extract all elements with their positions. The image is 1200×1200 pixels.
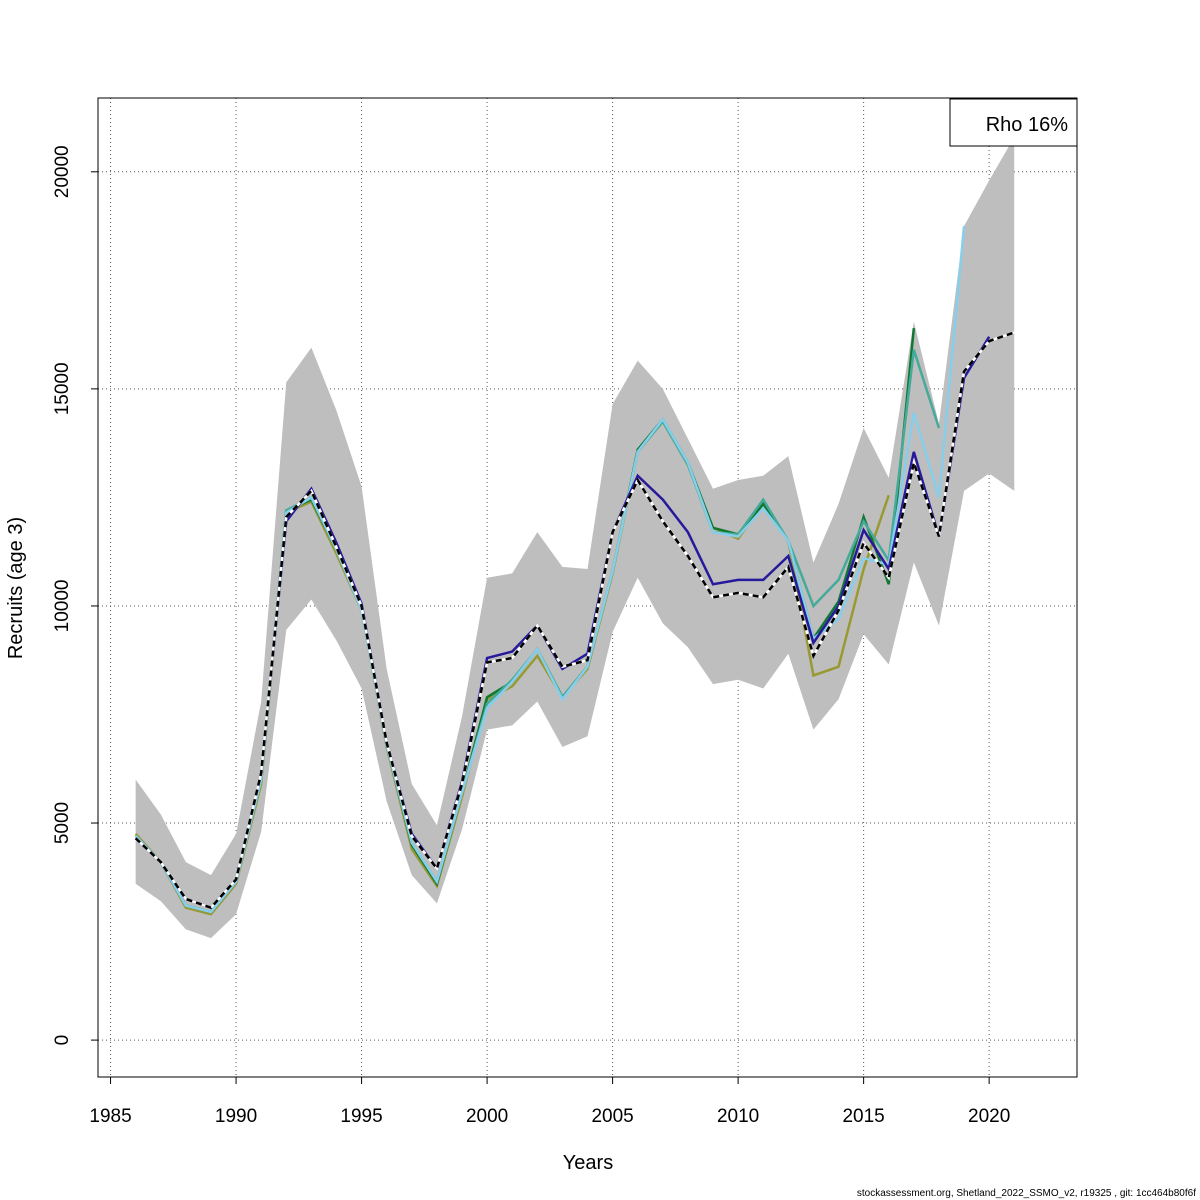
- legend-rho-label: Rho 16%: [986, 114, 1068, 136]
- footer-source: stockassessment.org, Shetland_2022_SSMO_…: [857, 1188, 1196, 1199]
- x-tick-label: 2005: [591, 1106, 633, 1127]
- x-tick-label: 2020: [968, 1106, 1010, 1127]
- x-tick-label: 1995: [340, 1106, 382, 1127]
- x-tick-label: 2000: [466, 1106, 508, 1127]
- y-tick-label: 15000: [52, 362, 73, 415]
- y-tick-label: 20000: [52, 145, 73, 198]
- x-axis: 1985 1990 1995 2000 2005 2010 2015 2020: [89, 1076, 1010, 1127]
- x-tick-label: 1990: [215, 1106, 257, 1127]
- legend: Rho 16%: [949, 98, 1078, 147]
- series-layer: [134, 225, 1015, 916]
- legend-box: [949, 98, 1078, 147]
- y-axis-title: Recruits (age 3): [5, 517, 27, 659]
- x-tick-label: 1985: [89, 1106, 131, 1127]
- confidence-band: [135, 137, 1015, 939]
- y-tick-label: 10000: [52, 580, 73, 633]
- y-axis: 0 5000 10000 15000 20000: [52, 145, 99, 1046]
- x-tick-label: 2015: [842, 1106, 884, 1127]
- y-tick-label: 5000: [52, 802, 73, 844]
- confidence-band-layer: [135, 137, 1015, 939]
- x-axis-title: Years: [563, 1152, 613, 1174]
- series-line-2021-fit: [134, 331, 1015, 910]
- y-tick-label: 0: [52, 1035, 73, 1046]
- x-tick-label: 2010: [717, 1106, 759, 1127]
